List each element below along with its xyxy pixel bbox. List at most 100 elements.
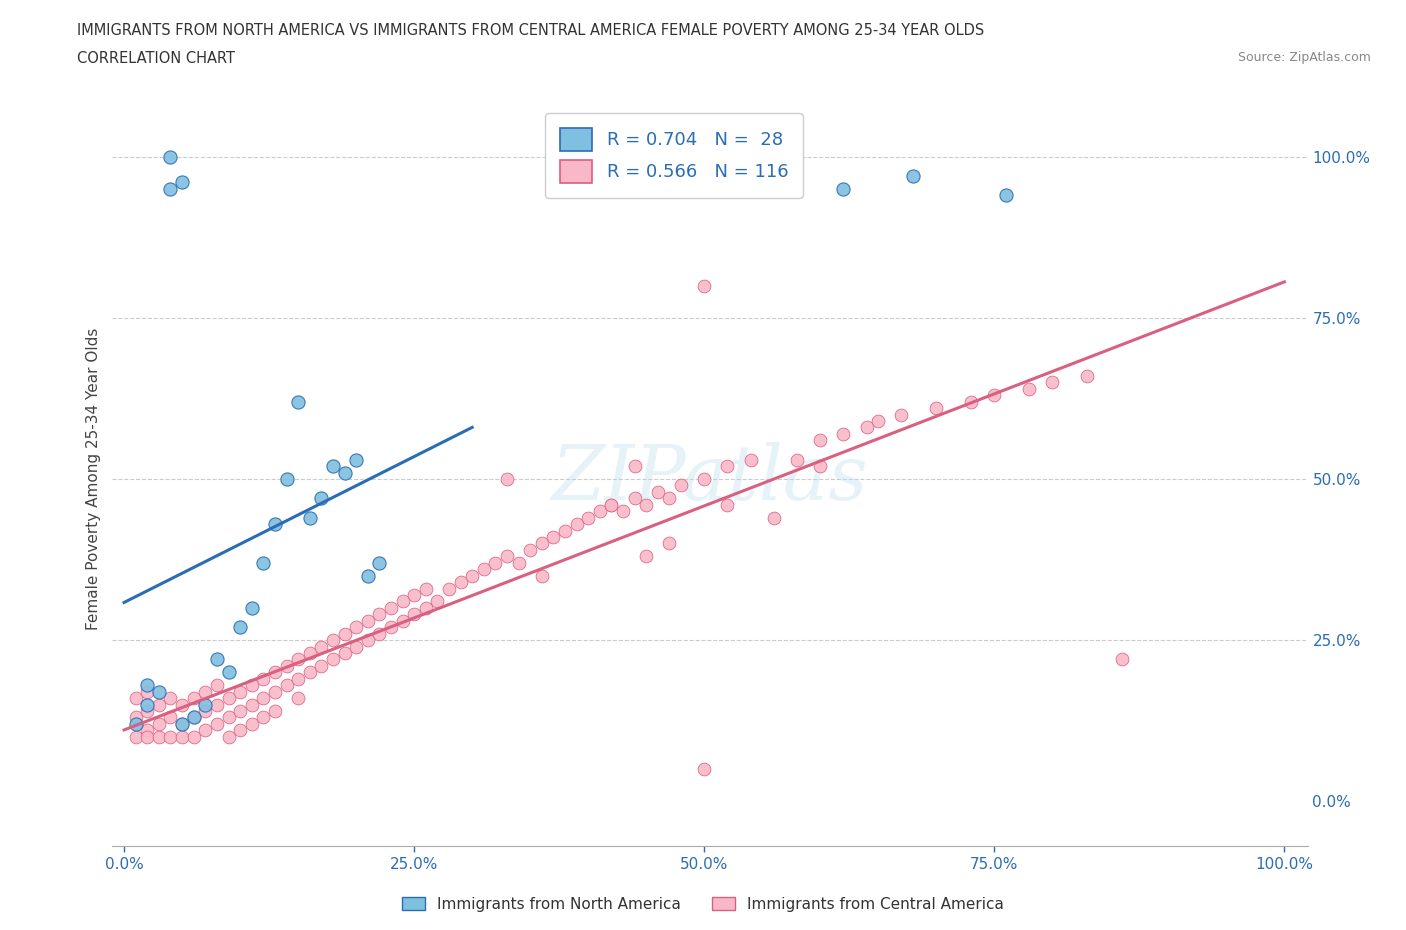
Point (218, 665, 240, 680)
Point (658, 536, 681, 551)
Point (240, 716, 263, 731)
Text: ZIPatlas: ZIPatlas (551, 442, 869, 516)
Point (172, 698, 194, 712)
Point (1018, 381, 1040, 396)
Point (252, 691, 274, 706)
Point (496, 549, 519, 564)
Point (159, 710, 181, 724)
Point (404, 588, 426, 603)
Point (832, 426, 855, 441)
Point (125, 691, 148, 706)
Point (404, 607, 426, 622)
Point (368, 626, 391, 641)
Point (172, 729, 194, 744)
Point (264, 703, 287, 718)
Point (391, 613, 413, 628)
Point (391, 594, 413, 609)
Point (543, 529, 565, 544)
Point (612, 504, 634, 519)
Point (205, 698, 228, 712)
Point (311, 639, 333, 654)
Point (287, 394, 309, 409)
Point (357, 613, 380, 628)
Point (855, 420, 877, 435)
Point (136, 703, 159, 718)
Point (333, 645, 356, 660)
Point (218, 729, 240, 744)
Point (136, 684, 159, 699)
Point (252, 555, 274, 570)
Point (229, 703, 252, 718)
Point (148, 729, 170, 744)
Point (183, 710, 205, 724)
Point (716, 498, 738, 512)
Point (298, 511, 321, 525)
Point (240, 698, 263, 712)
Point (136, 678, 159, 693)
Point (496, 472, 519, 486)
Point (901, 168, 924, 183)
Point (322, 632, 344, 647)
Point (344, 639, 367, 654)
Point (183, 710, 205, 724)
Point (576, 511, 599, 525)
Point (636, 549, 658, 564)
Point (287, 671, 309, 686)
Y-axis label: Female Poverty Among 25-34 Year Olds: Female Poverty Among 25-34 Year Olds (86, 327, 101, 631)
Point (415, 601, 437, 616)
Point (148, 698, 170, 712)
Point (890, 407, 912, 422)
Point (136, 729, 159, 744)
Point (1076, 368, 1098, 383)
Point (229, 723, 252, 737)
Point (287, 691, 309, 706)
Point (600, 498, 623, 512)
Point (925, 401, 948, 416)
Point (333, 626, 356, 641)
Point (740, 452, 762, 467)
Point (530, 536, 553, 551)
Point (229, 619, 252, 634)
Point (1111, 652, 1133, 667)
Point (808, 432, 831, 447)
Point (786, 452, 808, 467)
Point (172, 716, 194, 731)
Point (450, 575, 472, 590)
Point (623, 491, 645, 506)
Point (983, 388, 1005, 403)
Legend: Immigrants from North America, Immigrants from Central America: Immigrants from North America, Immigrant… (396, 890, 1010, 918)
Point (194, 723, 217, 737)
Point (172, 716, 194, 731)
Point (218, 710, 240, 724)
Point (368, 555, 391, 570)
Point (148, 716, 170, 731)
Point (276, 472, 298, 486)
Point (716, 458, 738, 473)
Point (484, 555, 506, 570)
Point (357, 568, 380, 583)
Point (508, 555, 530, 570)
Point (960, 394, 983, 409)
Text: IMMIGRANTS FROM NORTH AMERICA VS IMMIGRANTS FROM CENTRAL AMERICA FEMALE POVERTY : IMMIGRANTS FROM NORTH AMERICA VS IMMIGRA… (77, 23, 984, 38)
Point (183, 691, 205, 706)
Point (368, 607, 391, 622)
Point (252, 710, 274, 724)
Point (136, 698, 159, 712)
Point (554, 523, 576, 538)
Legend: R = 0.704   N =  28, R = 0.566   N = 116: R = 0.704 N = 28, R = 0.566 N = 116 (546, 113, 803, 197)
Point (194, 703, 217, 718)
Point (159, 150, 181, 165)
Point (205, 678, 228, 693)
Point (380, 619, 402, 634)
Point (472, 562, 495, 577)
Point (519, 542, 541, 557)
Point (380, 601, 402, 616)
Point (693, 278, 716, 293)
Point (298, 665, 321, 680)
Point (159, 729, 181, 744)
Point (322, 652, 344, 667)
Point (589, 504, 612, 519)
Point (762, 511, 785, 525)
Point (530, 568, 553, 583)
Point (658, 491, 681, 506)
